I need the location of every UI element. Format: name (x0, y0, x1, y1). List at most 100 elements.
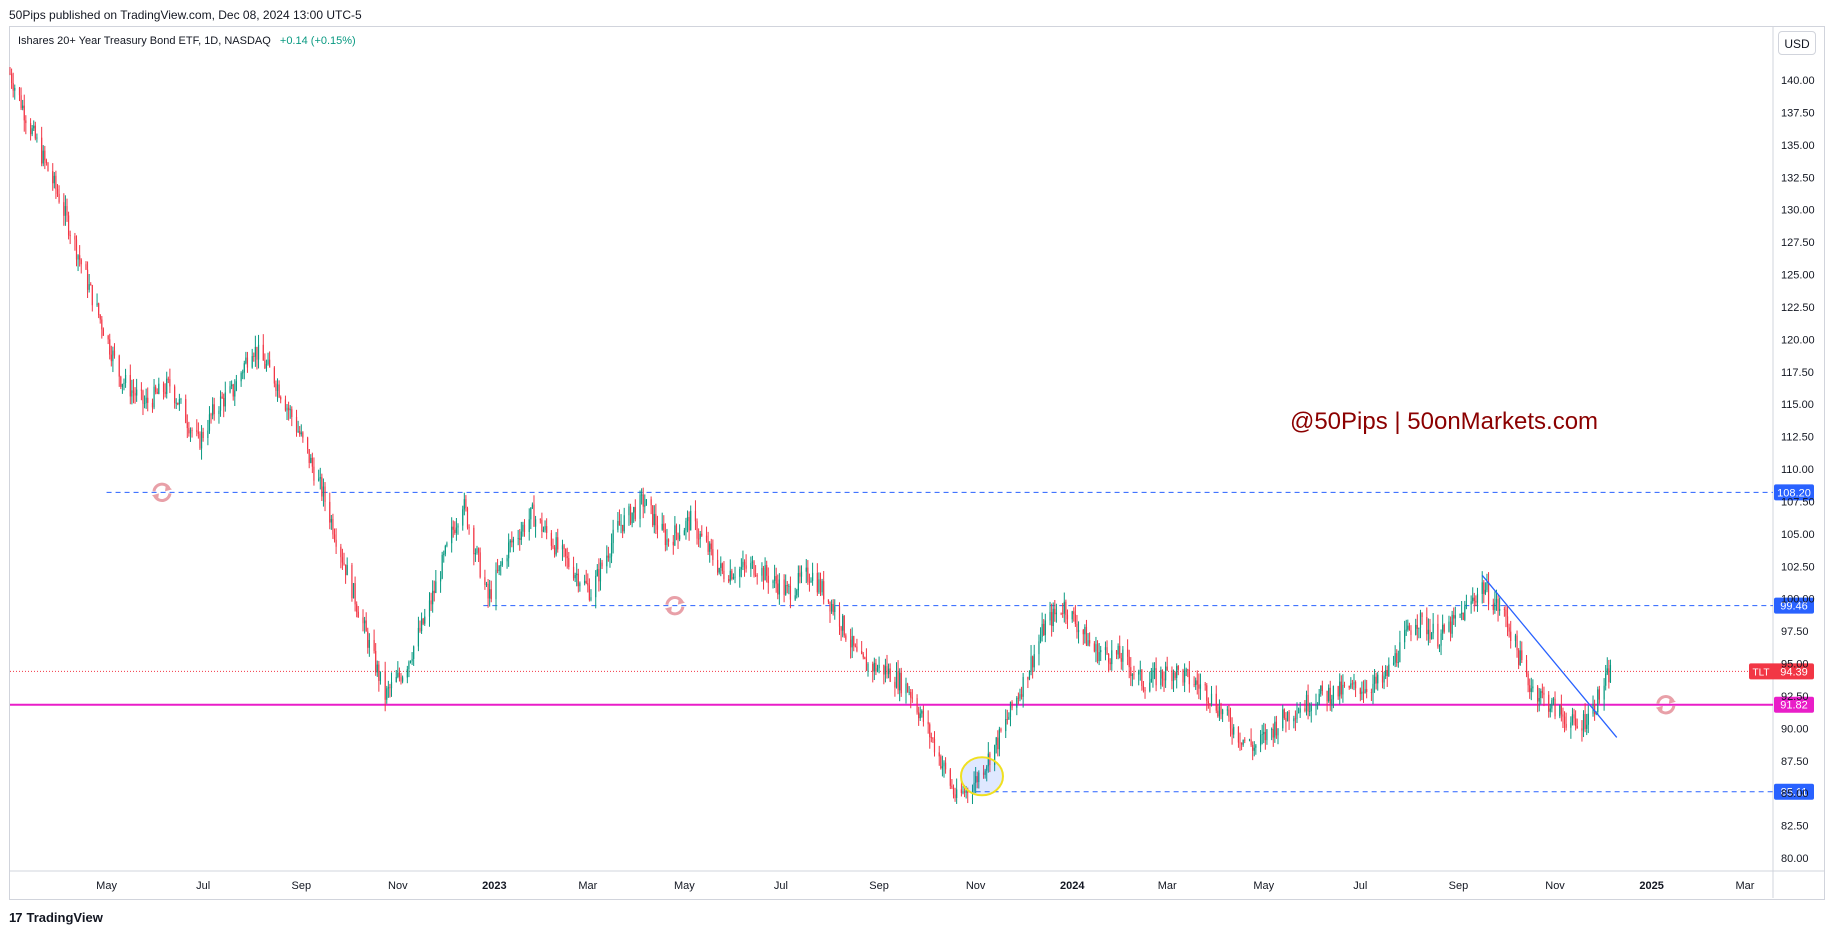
candle-body (599, 562, 602, 582)
candle-body (322, 486, 325, 497)
candle-body (463, 499, 465, 510)
candle-body (118, 355, 120, 377)
candle-body (1342, 684, 1344, 695)
current-symbol-label: TLT (1752, 667, 1769, 678)
candle-body (422, 618, 424, 624)
candle-body (650, 499, 652, 506)
candle-body (675, 525, 678, 534)
candle-body (978, 772, 980, 783)
chart-frame[interactable] (9, 26, 1825, 900)
candle-body (1106, 647, 1108, 654)
candle-body (1386, 669, 1388, 676)
refresh-arrow-top (164, 484, 172, 492)
candle-body (356, 604, 358, 612)
candle-body (1184, 670, 1186, 683)
candle-body (295, 416, 298, 432)
candle-body (302, 432, 304, 438)
time-axis: May Jul Sep Nov 2023 Mar May Jul Sep Nov 2024 Mar Ma… (96, 880, 1755, 892)
price-tick-label: 117.50 (1781, 367, 1814, 379)
candle-body (210, 414, 212, 416)
candle-body (79, 255, 81, 260)
candle-body (607, 555, 609, 558)
candle-body (1416, 624, 1418, 629)
candle-body (145, 397, 147, 404)
candle-body (919, 713, 921, 719)
candle-body (1609, 664, 1612, 683)
candle-body (1282, 709, 1284, 729)
candle-body (1128, 656, 1130, 668)
candle-body (1210, 693, 1213, 704)
price-tick-label: 140.00 (1781, 75, 1815, 87)
candle-body (867, 663, 869, 671)
candle-body (1196, 680, 1198, 685)
candle-body (886, 666, 888, 675)
candle-body (731, 570, 733, 580)
candle-body (397, 672, 399, 677)
level-price-label: 108.20 (1777, 487, 1811, 499)
footer-brand: 17 TradingView (9, 907, 103, 927)
candle-body (1459, 614, 1461, 616)
published-info: 50Pips published on TradingView.com, Dec… (9, 8, 362, 22)
candle-body (821, 581, 823, 593)
candle-body (872, 663, 874, 672)
candle-body (1285, 717, 1287, 722)
candle-body (29, 123, 32, 135)
candle-body (546, 526, 548, 533)
candle-body (1407, 625, 1409, 630)
candle-body (656, 525, 659, 530)
candle-body (1606, 668, 1608, 674)
candle-body (1581, 728, 1583, 731)
candle-body (269, 359, 271, 368)
candle-body (379, 671, 382, 681)
candle-body (1130, 667, 1132, 676)
candle-body (723, 570, 725, 580)
candle-body (1608, 668, 1610, 683)
candle-body (949, 769, 951, 786)
candle-body (1320, 685, 1322, 694)
candle-body (1438, 645, 1441, 647)
candle-body (1117, 645, 1119, 655)
candle-body (1503, 608, 1505, 610)
candle-body (235, 381, 237, 391)
candle-body (1340, 681, 1342, 695)
candle-body (595, 575, 597, 598)
candle-body (705, 535, 708, 542)
candle-body (734, 576, 736, 578)
candle-body (1603, 685, 1605, 700)
candle-body (1508, 627, 1510, 632)
candle-body (1204, 684, 1206, 686)
candle-body (66, 206, 68, 216)
candle-body (509, 540, 511, 543)
candle-body (918, 712, 920, 719)
candle-body (1497, 599, 1499, 611)
price-tick-label: 132.50 (1781, 172, 1815, 184)
candle-body (842, 615, 844, 631)
candle-body (1084, 626, 1086, 635)
time-tick-label: May (1253, 880, 1274, 892)
candle-body (42, 150, 44, 164)
candle-body (1022, 677, 1024, 697)
candle-body (136, 389, 138, 396)
candle-body (856, 646, 858, 652)
candle-body (1239, 742, 1241, 744)
candle-body (400, 677, 402, 682)
candle-body (343, 562, 345, 565)
candle-body (1244, 739, 1246, 741)
candle-body (1122, 649, 1124, 662)
currency-button[interactable]: USD (1778, 31, 1816, 55)
candle-body (1188, 669, 1190, 685)
candle-body (663, 523, 665, 531)
candle-body (1605, 673, 1607, 686)
candle-body (34, 125, 36, 139)
candle-body (1209, 703, 1211, 705)
price-tick-label: 100.00 (1781, 594, 1815, 606)
candle-body (740, 567, 742, 570)
candle-body (623, 515, 625, 532)
candle-body (645, 499, 647, 506)
candle-body (1077, 629, 1080, 633)
candle-body (789, 585, 792, 600)
candle-body (324, 486, 326, 502)
candle-body (85, 264, 87, 270)
candle-body (191, 430, 193, 431)
